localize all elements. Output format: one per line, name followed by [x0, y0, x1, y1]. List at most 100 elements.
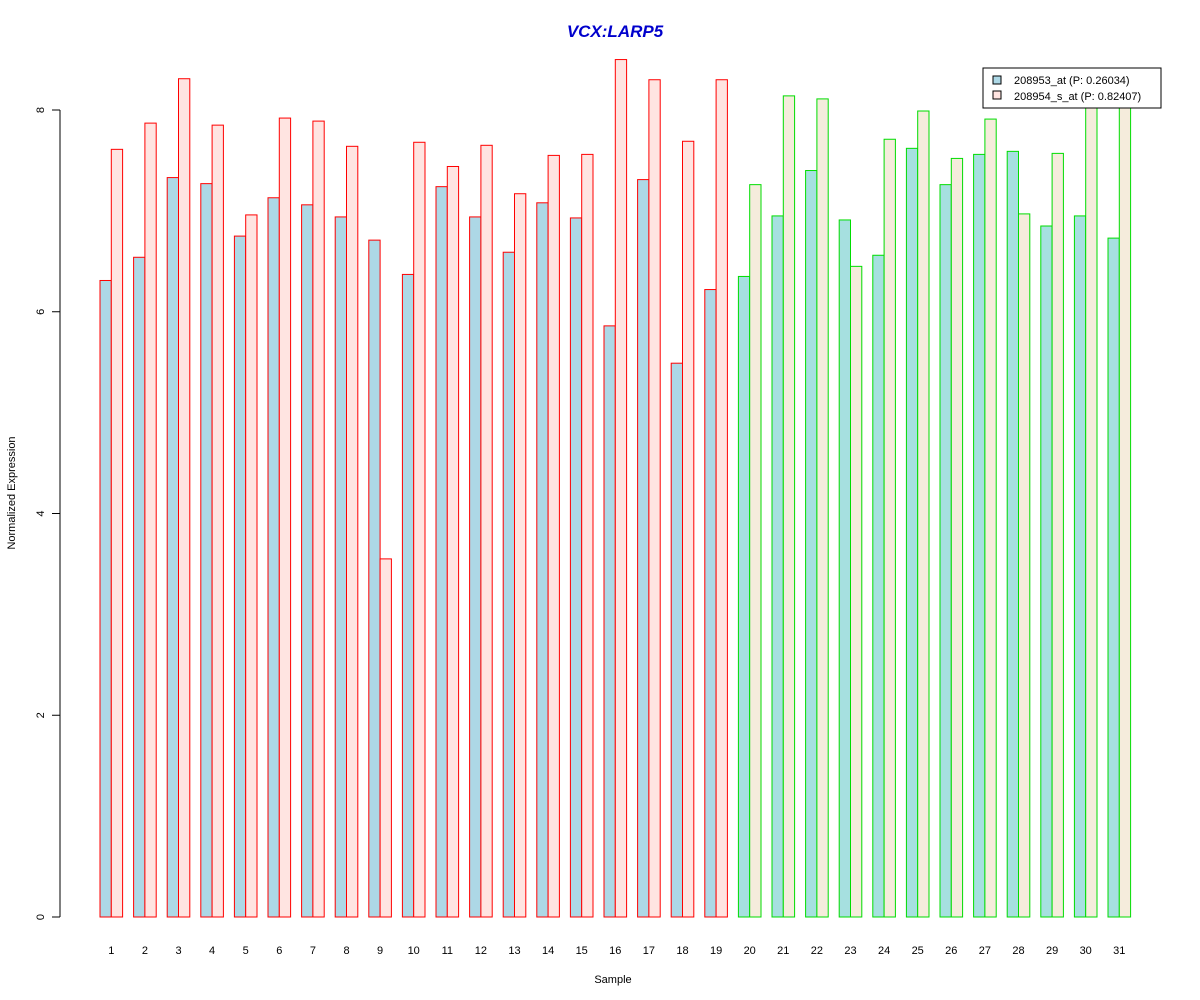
bar-series-1 — [368, 239, 381, 918]
x-tick-labels: 1 2 3 4 5 6 7 8 9 10 11 12 13 14 15 16 17 18 19 20 21 22 23 24 2… — [108, 945, 1125, 957]
x-tick-label: 28 — [1012, 945, 1024, 957]
bar-series-2 — [682, 140, 695, 918]
x-tick-label: 1 — [108, 945, 114, 957]
y-axis-label: Normalized Expression — [6, 436, 18, 549]
x-tick-label: 11 — [442, 945, 453, 957]
x-axis-label: Sample — [594, 974, 631, 986]
bar-series-2 — [144, 122, 157, 918]
x-tick-label: 31 — [1113, 945, 1125, 957]
legend-label-series-2: 208954_s_at (P: 0.82407) — [1014, 91, 1141, 103]
y-tick-label: 6 — [35, 309, 47, 315]
x-tick-label: 19 — [710, 945, 722, 957]
bar-series-2 — [782, 95, 796, 918]
x-tick-label: 20 — [744, 945, 756, 957]
bar-series-1 — [301, 204, 314, 918]
x-tick-label: 18 — [676, 945, 688, 957]
x-tick-label: 27 — [979, 945, 991, 957]
bar-series-1 — [1107, 237, 1120, 918]
y-tick-label: 2 — [35, 712, 47, 718]
bar-series-1 — [99, 279, 112, 918]
x-tick-label: 9 — [377, 945, 383, 957]
x-tick-label: 6 — [276, 945, 282, 957]
x-tick-label: 23 — [844, 945, 856, 957]
bar-series-2 — [413, 141, 426, 918]
x-tick-label: 24 — [878, 945, 890, 957]
bar-series-1 — [771, 215, 784, 918]
x-tick-label: 3 — [175, 945, 181, 957]
y-tick-label: 8 — [35, 107, 47, 113]
x-tick-label: 15 — [576, 945, 588, 957]
x-tick-label: 5 — [243, 945, 249, 957]
bar-series-2 — [648, 79, 661, 918]
bar-series-1 — [569, 217, 583, 918]
bar-series-1 — [166, 177, 179, 918]
chart-title: VCX:LARP5 — [567, 22, 664, 41]
x-tick-label: 14 — [542, 945, 554, 957]
y-axis: 0 2 4 6 8 — [35, 107, 61, 920]
bar-series-2 — [715, 79, 728, 918]
bar-series-1 — [805, 170, 818, 918]
bar-series-1 — [200, 183, 213, 918]
legend: 208953_at (P: 0.26034) 208954_s_at (P: 0… — [982, 67, 1162, 109]
x-tick-label: 17 — [643, 945, 655, 957]
bar-series-2 — [514, 193, 527, 918]
bar-series-2 — [581, 153, 594, 918]
bar-series-1 — [737, 275, 751, 918]
y-tick-label: 0 — [35, 914, 47, 920]
x-tick-label: 13 — [508, 945, 520, 957]
bar-series-2 — [312, 120, 325, 918]
x-tick-label: 12 — [475, 945, 487, 957]
bar-series-2 — [816, 98, 829, 918]
x-tick-label: 2 — [142, 945, 148, 957]
bar-series-2 — [346, 145, 359, 918]
bar-series-1 — [536, 202, 549, 918]
bar-series-2 — [1118, 104, 1132, 918]
bar-series-2 — [1018, 213, 1031, 918]
bar-series-1 — [133, 256, 146, 918]
bar-series-2 — [883, 138, 896, 918]
x-tick-label: 16 — [609, 945, 621, 957]
bar-series-2 — [850, 265, 863, 918]
bar-series-2 — [1085, 104, 1098, 918]
bar-series-1 — [603, 325, 616, 918]
bar-series-1 — [704, 289, 717, 918]
legend-box — [982, 67, 1162, 109]
bar-series-1 — [1040, 225, 1053, 918]
bar-series-2 — [480, 144, 493, 918]
x-tick-label: 29 — [1046, 945, 1058, 957]
bar-series-1 — [872, 254, 885, 918]
y-tick-label: 4 — [35, 510, 47, 516]
x-tick-label: 21 — [777, 945, 789, 957]
bar-series-2 — [178, 78, 191, 918]
bar-series-1 — [939, 184, 952, 918]
bar-series-1 — [637, 179, 650, 918]
bar-series-2 — [917, 110, 930, 918]
legend-swatch-series-2 — [992, 90, 1002, 100]
bar-series-2 — [278, 117, 292, 918]
bar-series-1 — [973, 153, 986, 918]
bar-series-1 — [1073, 215, 1087, 918]
x-tick-label: 7 — [310, 945, 316, 957]
legend-swatch-series-1 — [992, 75, 1002, 85]
bar-series-2 — [950, 157, 964, 918]
bar-series-2 — [984, 118, 997, 918]
x-tick-label: 4 — [209, 945, 215, 957]
x-tick-label: 26 — [945, 945, 957, 957]
x-tick-label: 25 — [912, 945, 924, 957]
bar-series-2 — [446, 165, 460, 918]
bar-series-1 — [469, 216, 482, 918]
bar-series-2 — [379, 558, 392, 918]
bar-series-1 — [905, 147, 919, 918]
bars-group — [99, 59, 1132, 918]
bar-series-1 — [1006, 150, 1020, 918]
x-tick-label: 10 — [408, 945, 420, 957]
bar-series-2 — [110, 148, 124, 918]
bar-series-1 — [670, 362, 684, 918]
bar-series-1 — [838, 219, 852, 918]
bar-series-2 — [245, 214, 258, 918]
bar-series-1 — [435, 186, 448, 918]
x-tick-label: 30 — [1080, 945, 1092, 957]
bar-series-1 — [233, 235, 247, 918]
x-tick-label: 8 — [343, 945, 349, 957]
